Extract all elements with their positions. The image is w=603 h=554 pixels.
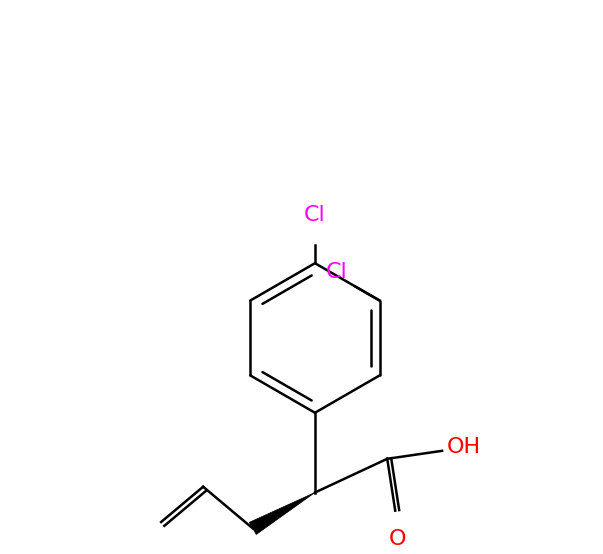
Text: OH: OH xyxy=(447,437,481,457)
Text: Cl: Cl xyxy=(304,206,326,225)
Polygon shape xyxy=(249,493,315,535)
Text: O: O xyxy=(388,529,406,548)
Text: Cl: Cl xyxy=(326,261,347,281)
